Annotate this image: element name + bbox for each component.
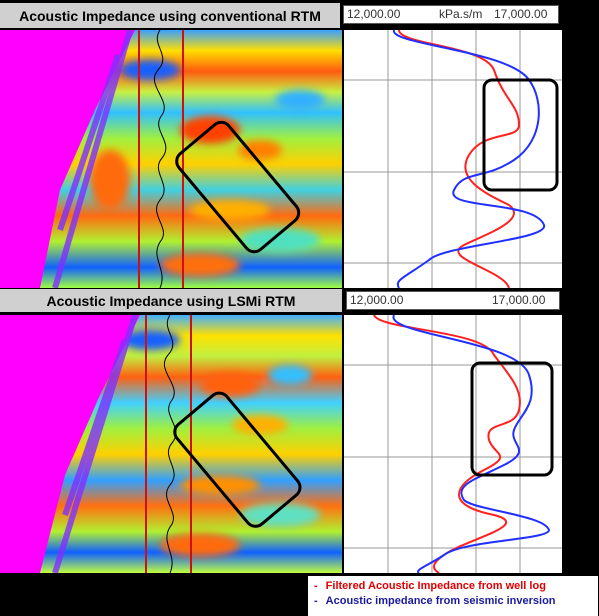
top-highlight-box: [175, 120, 301, 254]
bottom-panel-title-text: Acoustic Impedance using LSMi RTM: [46, 292, 296, 309]
top-log-panel: [344, 30, 562, 288]
top-seismic-inversion-curve: [393, 30, 545, 288]
top-scale-box: 12,000.00 kPa.s/m 17,000.00: [343, 5, 559, 24]
bottom-scale-min: 12,000.00: [350, 293, 404, 307]
top-seismic-section: [0, 30, 342, 288]
bottom-log-panel: [344, 315, 562, 573]
bottom-well-log-curve: [373, 315, 521, 573]
bottom-seismic-section: [0, 315, 342, 573]
legend-bullet: -: [314, 595, 318, 607]
legend: - Filtered Acoustic Impedance from well …: [308, 576, 598, 616]
bottom-log-highlight-box: [470, 361, 554, 477]
bottom-panel-title: Acoustic Impedance using LSMi RTM: [0, 289, 342, 312]
top-well-log-curve: [398, 30, 521, 288]
top-panel-title-text: Acoustic Impedance using conventional RT…: [19, 7, 321, 24]
legend-item-seismic-inversion: - Acoustic impedance from seismic invers…: [314, 594, 592, 609]
bottom-highlight-box: [173, 391, 302, 528]
top-scale-min: 12,000.00: [347, 7, 401, 21]
top-scale-max: 17,000.00: [494, 7, 548, 21]
bottom-scale-box: 12,000.00 17,000.00: [346, 291, 560, 310]
legend-label-seismic-inversion: Acoustic impedance from seismic inversio…: [325, 595, 556, 607]
top-synthetic-trace: [153, 30, 167, 288]
legend-item-well-log: - Filtered Acoustic Impedance from well …: [314, 579, 592, 594]
legend-bullet: -: [314, 580, 318, 592]
bottom-synthetic-trace: [163, 315, 177, 573]
bottom-seismic-inversion-curve: [392, 315, 551, 573]
top-scale-unit: kPa.s/m: [439, 7, 483, 21]
top-log-highlight-box: [482, 78, 559, 192]
top-panel-title: Acoustic Impedance using conventional RT…: [0, 3, 340, 28]
legend-label-well-log: Filtered Acoustic Impedance from well lo…: [325, 580, 546, 592]
bottom-scale-max: 17,000.00: [492, 293, 546, 307]
